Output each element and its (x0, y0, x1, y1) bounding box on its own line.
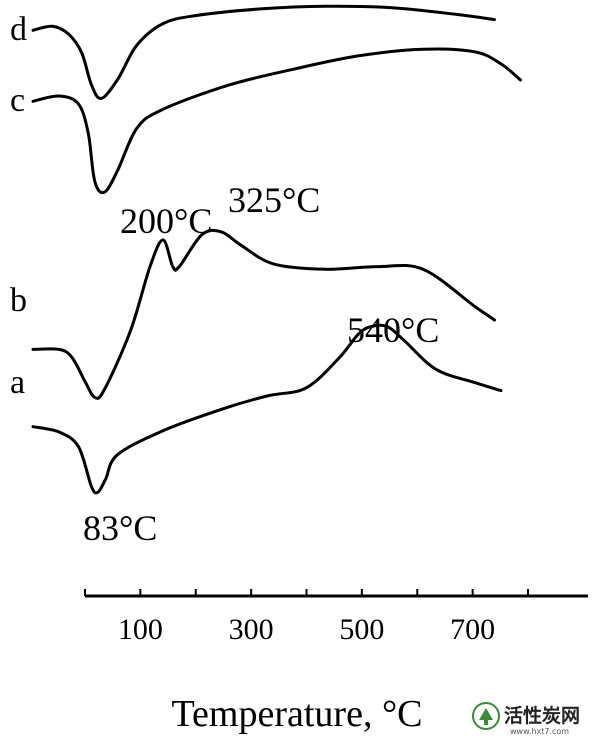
watermark-text: 活性炭网 (504, 704, 580, 727)
x-tick-label-700: 700 (450, 613, 495, 646)
watermark: 活性炭网 www.hxt7.com (472, 702, 580, 736)
series-label-d: d (10, 11, 27, 48)
curves (31, 4, 522, 495)
series-label-b: b (10, 282, 27, 319)
curve-c (31, 47, 522, 195)
annotation-540c: 540°C (347, 310, 439, 350)
series-label-a: a (10, 364, 25, 401)
curve-d (31, 4, 496, 100)
annotation-200c: 200°C (120, 201, 212, 241)
x-tick-label-100: 100 (118, 613, 163, 646)
x-axis-label: Temperature, °C (172, 693, 423, 735)
x-ticks: 100 300 500 700 (84, 589, 529, 646)
curve-a (31, 323, 503, 495)
curve-b (31, 228, 496, 400)
x-tick-label-300: 300 (229, 613, 274, 646)
x-tick-label-500: 500 (339, 613, 384, 646)
series-label-c: c (10, 82, 25, 119)
watermark-logo-icon (472, 702, 500, 730)
annotation-325c: 325°C (228, 180, 320, 220)
watermark-url: www.hxt7.com (510, 727, 569, 736)
annotation-83c: 83°C (83, 508, 157, 548)
